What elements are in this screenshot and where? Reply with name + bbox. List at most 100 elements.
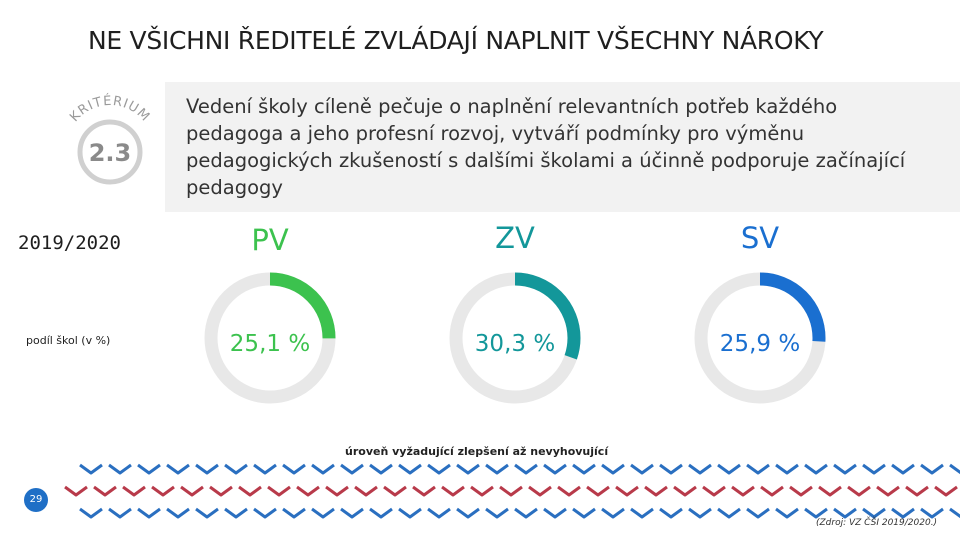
chevron-mark [775,463,799,475]
chevron-mark [253,463,277,475]
chevron-mark [282,463,306,475]
chevron-mark [340,463,364,475]
chevron-mark [804,507,828,519]
chevron-mark [108,507,132,519]
chevron-mark [717,507,741,519]
chevron-mark [456,463,480,475]
source-note: (Zdroj: VZ ČŠI 2019/2020.) [816,518,938,528]
chevron-mark [441,485,465,497]
chevron-mark [398,463,422,475]
chevron-mark [166,463,190,475]
chevron-mark [818,485,842,497]
chevron-mark [833,507,857,519]
chevron-mark [630,463,654,475]
criterion-banner [165,82,960,212]
chevron-mark [586,485,610,497]
chevron-mark [209,485,233,497]
chevron-mark [514,507,538,519]
chevron-mark [398,507,422,519]
chevron-mark [891,507,915,519]
chevron-mark [789,485,813,497]
chevron-mark [340,507,364,519]
chevron-mark [688,507,712,519]
chevron-mark [659,463,683,475]
chevron-mark [572,507,596,519]
chevron-mark [557,485,581,497]
chevron-mark [311,507,335,519]
chevron-mark [311,463,335,475]
chevron-mark [702,485,726,497]
chevron-mark [79,507,103,519]
donut-arc-zv [449,272,581,404]
chevron-mark [891,463,915,475]
chevron-mark [369,463,393,475]
donut-title-zv: ZV [495,221,535,255]
chevron-mark [862,463,886,475]
chevron-mark [905,485,929,497]
chevron-mark [659,507,683,519]
chevron-mark [499,485,523,497]
chevron-mark [601,507,625,519]
chevron-mark [93,485,117,497]
donut-arc-sv [694,272,826,404]
chevron-mark [514,463,538,475]
chevron-mark [543,463,567,475]
chevron-mark [456,507,480,519]
chevron-mark [485,463,509,475]
chevron-mark [688,463,712,475]
chevron-mark [833,463,857,475]
chevron-mark [238,485,262,497]
chevron-mark [470,485,494,497]
chevron-mark [920,463,944,475]
page-number: 29 [24,488,48,512]
chevron-mark [949,507,960,519]
donut-value-pv: 25,1 % [230,331,310,357]
chevron-mark [847,485,871,497]
chevron-mark [572,463,596,475]
chevron-mark [862,507,886,519]
donut-title-sv: SV [741,221,779,255]
chevron-mark [949,463,960,475]
criterion-badge-icon: KRITÉRIUM 2.3 [67,93,152,185]
chevron-mark [180,485,204,497]
chevron-mark [137,463,161,475]
chevron-mark [253,507,277,519]
badge-number: 2.3 [89,139,132,167]
chevron-mark [731,485,755,497]
chevron-mark [427,463,451,475]
chevron-mark [601,463,625,475]
chevron-mark [151,485,175,497]
chevron-mark [224,507,248,519]
chevron-mark [673,485,697,497]
donut-arc-pv [204,272,336,404]
share-subtitle: podíl škol (v %) [26,334,111,347]
chevron-mark [412,485,436,497]
chevron-mark [920,507,944,519]
chevron-mark [775,507,799,519]
chevron-mark [354,485,378,497]
chevron-mark [934,485,958,497]
chevron-mark [383,485,407,497]
criterion-description: Vedení školy cíleně pečuje o naplnění re… [186,95,906,199]
chevron-mark [615,485,639,497]
chevron-mark [64,485,88,497]
chevron-mark [224,463,248,475]
chevron-mark [79,463,103,475]
chevron-mark [122,485,146,497]
chevron-mark [630,507,654,519]
chevron-mark [195,507,219,519]
page-title: NE VŠICHNI ŘEDITELÉ ZVLÁDAJÍ NAPLNIT VŠE… [88,26,824,55]
chevron-mark [746,507,770,519]
donut-value-sv: 25,9 % [720,331,800,357]
chevron-decoration [64,463,960,519]
chevron-mark [137,507,161,519]
chevron-mark [804,463,828,475]
chevron-mark [746,463,770,475]
chevron-mark [485,507,509,519]
chevron-mark [267,485,291,497]
chevron-mark [166,507,190,519]
donut-title-pv: PV [251,223,288,257]
chevron-mark [296,485,320,497]
chevron-mark [108,463,132,475]
